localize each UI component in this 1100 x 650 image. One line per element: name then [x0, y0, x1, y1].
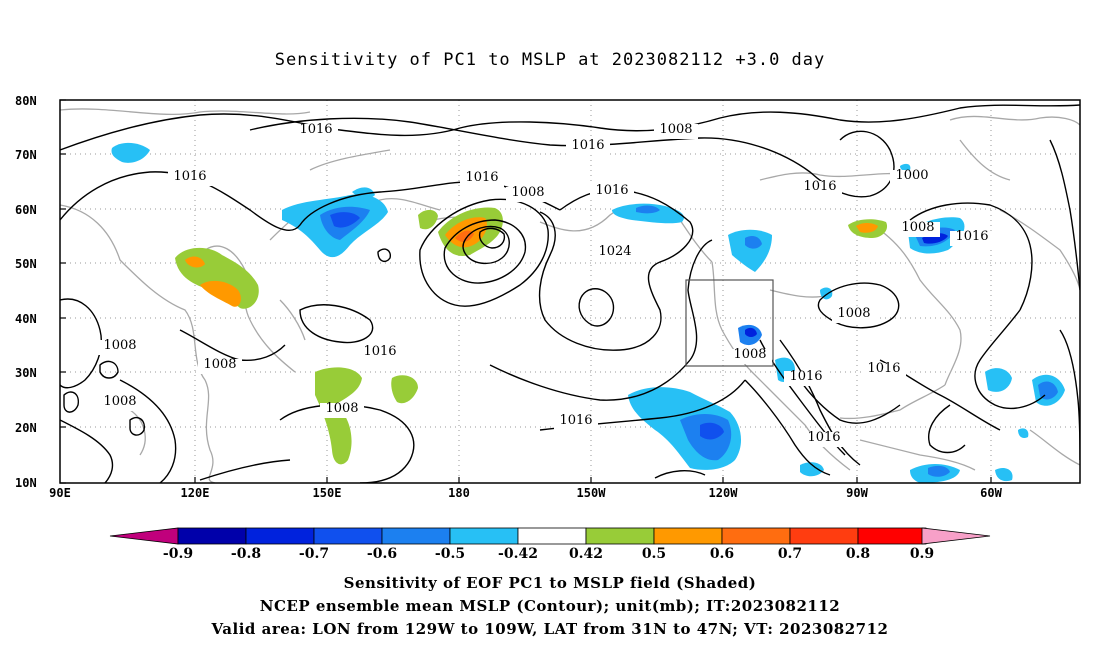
contour-label: 1008 — [325, 401, 358, 416]
contour-label: 1024 — [598, 244, 631, 259]
lat-label: 50N — [15, 257, 37, 271]
colorbar-label: 0.6 — [710, 546, 734, 562]
footer-line-1: Sensitivity of EOF PC1 to MSLP field (Sh… — [343, 574, 757, 592]
colorbar-swatch — [857, 527, 927, 545]
colorbar-label: -0.8 — [231, 546, 261, 562]
axis-ticks — [60, 99, 992, 484]
contour-label: 1016 — [363, 344, 396, 359]
colorbar: -0.9 -0.8 -0.7 -0.6 -0.5 -0.42 0.42 0.5 … — [109, 527, 991, 562]
contour-label: 1008 — [203, 357, 236, 372]
colorbar-swatch — [721, 527, 791, 545]
contour-label: 1016 — [955, 229, 988, 244]
colorbar-label: 0.5 — [642, 546, 666, 562]
colorbar-label: 0.9 — [910, 546, 934, 562]
contour-label: 1016 — [789, 369, 822, 384]
colorbar-label: 0.7 — [778, 546, 802, 562]
colorbar-swatch — [653, 527, 723, 545]
plot-title: Sensitivity of PC1 to MSLP at 2023082112… — [274, 50, 826, 70]
lat-label: 80N — [15, 94, 37, 108]
lat-label: 20N — [15, 421, 37, 435]
lon-label: 90E — [49, 486, 71, 500]
lat-label: 70N — [15, 148, 37, 162]
contour-labels: 1016 1008 1016 1016 1008 1016 1000 1008 … — [98, 122, 994, 447]
contour-label: 1008 — [837, 306, 870, 321]
colorbar-end-positive — [921, 527, 991, 545]
colorbar-label: -0.9 — [163, 546, 193, 562]
colorbar-swatch — [585, 527, 655, 545]
colorbar-swatch — [177, 527, 247, 545]
colorbar-swatch — [517, 527, 587, 545]
contour-label: 1016 — [559, 413, 592, 428]
lon-label: 60W — [980, 486, 1002, 500]
colorbar-label: 0.42 — [569, 546, 603, 562]
contour-label: 1016 — [299, 122, 332, 137]
lat-label: 60N — [15, 203, 37, 217]
lon-label: 120E — [181, 486, 210, 500]
colorbar-swatch — [789, 527, 859, 545]
contour-label: 1000 — [895, 168, 928, 183]
colorbar-swatch — [381, 527, 451, 545]
contour-label: 1016 — [807, 430, 840, 445]
footer-line-3: Valid area: LON from 129W to 109W, LAT f… — [211, 620, 889, 638]
lon-label: 150E — [313, 486, 342, 500]
contour-label: 1008 — [733, 347, 766, 362]
colorbar-label: -0.7 — [299, 546, 329, 562]
contour-label: 1016 — [867, 361, 900, 376]
latitude-labels: 80N 70N 60N 50N 40N 30N 20N 10N — [15, 94, 37, 490]
colorbar-label: -0.6 — [367, 546, 397, 562]
contour-label: 1008 — [103, 394, 136, 409]
lon-label: 150W — [577, 486, 607, 500]
contour-label: 1016 — [571, 138, 604, 153]
contour-label: 1016 — [803, 179, 836, 194]
contour-label: 1008 — [511, 185, 544, 200]
positive-patch-asia-orange — [200, 280, 241, 307]
colorbar-end-negative — [109, 527, 179, 545]
longitude-labels: 90E 120E 150E 180 150W 120W 90W 60W — [49, 486, 1002, 500]
lon-label: 90W — [846, 486, 868, 500]
lat-label: 30N — [15, 366, 37, 380]
colorbar-label: -0.5 — [435, 546, 465, 562]
contour-label: 1008 — [659, 122, 692, 137]
lon-label: 180 — [448, 486, 470, 500]
lat-label: 10N — [15, 476, 37, 490]
colorbar-swatch — [313, 527, 383, 545]
colorbar-swatch — [449, 527, 519, 545]
valid-area-box — [685, 279, 774, 367]
contour-label: 1008 — [103, 338, 136, 353]
colorbar-label: 0.8 — [846, 546, 870, 562]
lon-label: 120W — [709, 486, 739, 500]
contour-label: 1016 — [173, 169, 206, 184]
contour-label: 1016 — [595, 183, 628, 198]
contour-label: 1016 — [465, 170, 498, 185]
footer-line-2: NCEP ensemble mean MSLP (Contour); unit(… — [259, 597, 841, 615]
map-frame — [59, 99, 1081, 484]
colorbar-swatch — [245, 527, 315, 545]
colorbar-label: -0.42 — [498, 546, 538, 562]
lat-label: 40N — [15, 312, 37, 326]
contour-label: 1008 — [901, 220, 934, 235]
